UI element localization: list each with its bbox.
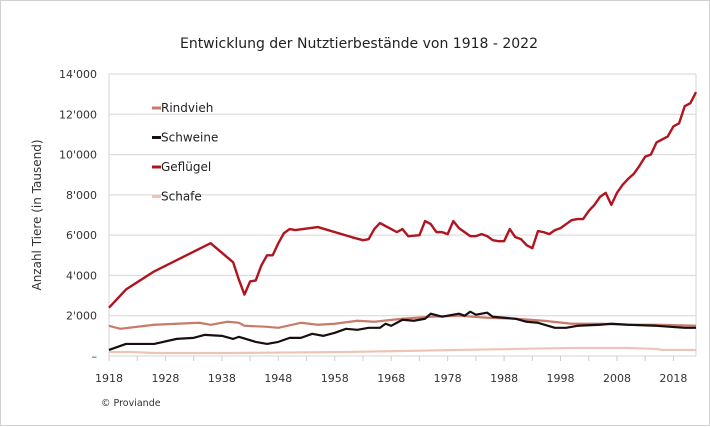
legend-label: Schafe <box>161 190 202 204</box>
y-axis-ticks: – 2'000 4'000 6'000 8'000 10'000 12'000 14'000 <box>59 68 97 363</box>
series-line-geflügel <box>108 91 698 309</box>
legend: Rindvieh Schweine Geflügel Schafe <box>152 101 218 204</box>
x-tick-label: 2008 <box>603 372 631 385</box>
series-line-schafe <box>109 346 696 355</box>
series-line-rindvieh <box>108 314 697 330</box>
legend-label: Schweine <box>161 131 218 145</box>
x-tick-label: 1978 <box>434 372 462 385</box>
y-tick-label: 14'000 <box>59 68 97 81</box>
credit: © Proviande <box>101 398 161 409</box>
legend-label: Rindvieh <box>161 101 213 115</box>
x-tick-label: 1918 <box>95 372 123 385</box>
x-tick-label: 1938 <box>208 372 236 385</box>
x-tick-label: 1948 <box>264 372 292 385</box>
y-tick-label: 10'000 <box>59 149 97 162</box>
y-tick-label: – <box>92 350 98 363</box>
x-tick-label: 1928 <box>151 372 179 385</box>
y-tick-label: 8'000 <box>66 189 97 202</box>
y-tick-label: 2'000 <box>66 310 97 323</box>
legend-label: Geflügel <box>161 160 211 174</box>
y-tick-label: 4'000 <box>66 269 97 282</box>
series-line-schweine <box>108 310 696 351</box>
gridlines <box>108 73 697 357</box>
x-tick-label: 1988 <box>490 372 518 385</box>
y-tick-label: 6'000 <box>66 229 97 242</box>
x-tick-label: 1968 <box>377 372 405 385</box>
y-axis-title: Anzahl Tiere (in Tausend) <box>30 139 44 290</box>
x-tick-label: 2018 <box>659 372 687 385</box>
x-tick-label: 1958 <box>321 372 349 385</box>
y-tick-label: 12'000 <box>59 108 97 121</box>
x-axis-ticks: 1918 1928 1938 1948 1958 1968 1978 1988 1998 2008… <box>95 356 687 385</box>
series-lines <box>108 91 698 355</box>
x-tick-label: 1998 <box>547 372 575 385</box>
chart-title: Entwicklung der Nutztierbestände von 191… <box>180 36 538 52</box>
